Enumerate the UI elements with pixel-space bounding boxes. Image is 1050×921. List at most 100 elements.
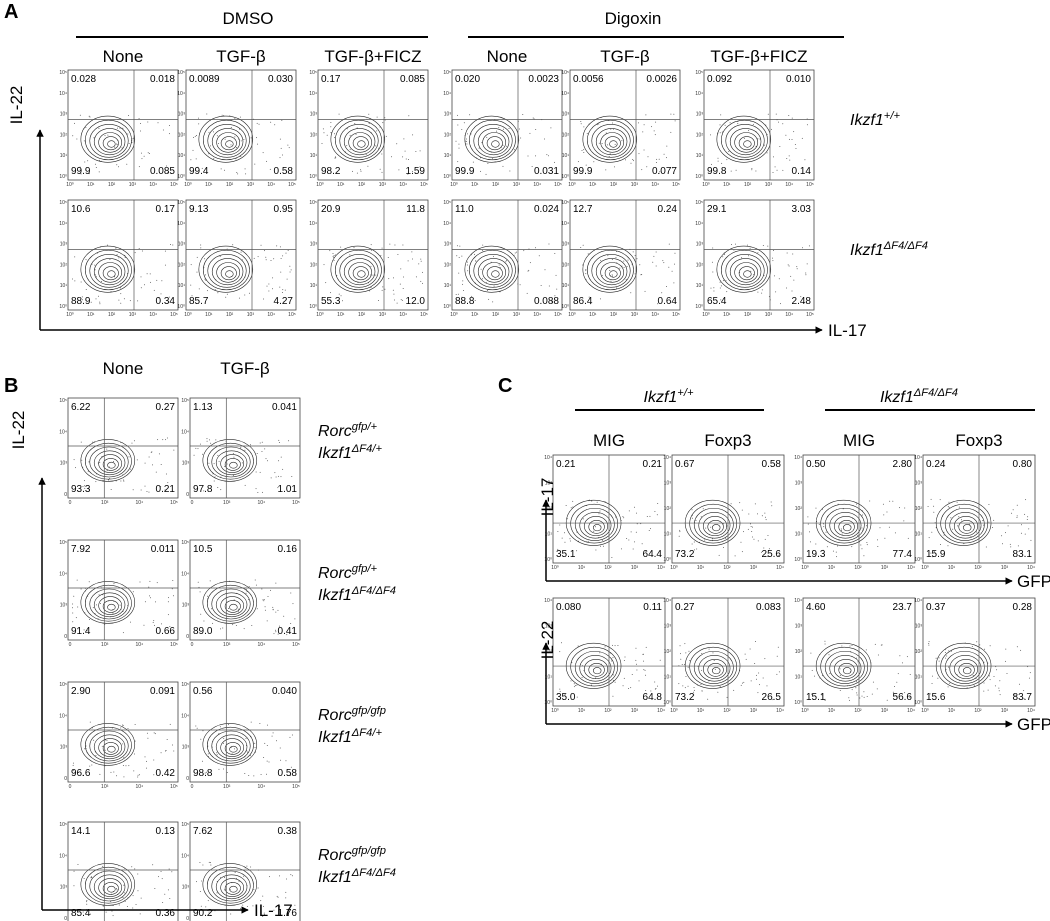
event-dot [206, 290, 208, 292]
event-dot [672, 167, 674, 169]
quadrant-value: 0.80 [1013, 459, 1033, 470]
event-dot [740, 257, 742, 259]
x-tick-label: 10⁴ [267, 182, 275, 188]
y-tick-label: 10³ [545, 624, 553, 630]
event-dot [481, 278, 483, 280]
event-dot [256, 137, 258, 139]
event-dot [388, 278, 390, 280]
contour [491, 140, 500, 148]
event-dot [859, 697, 861, 699]
event-dot [160, 752, 162, 754]
event-dot [461, 255, 463, 257]
event-dot [208, 439, 210, 441]
event-dot [458, 257, 460, 259]
event-dot [928, 537, 930, 539]
event-dot [751, 531, 753, 533]
event-dot [644, 669, 646, 671]
event-dot [998, 687, 1000, 689]
x-tick-label: 10² [108, 182, 116, 188]
event-dot [287, 249, 289, 251]
event-dot [829, 673, 831, 675]
event-dot [399, 283, 401, 285]
quadrant-value: 0.27 [675, 602, 695, 613]
event-dot [286, 634, 288, 636]
event-dot [586, 133, 588, 135]
event-dot [99, 462, 101, 464]
y-tick-label: 10⁵ [443, 70, 451, 76]
contour [93, 592, 126, 618]
event-dot [635, 647, 637, 649]
y-tick-label: 10³ [182, 745, 190, 751]
quadrant-value: 99.8 [707, 166, 727, 177]
y-tick-label: 10⁰ [544, 700, 552, 706]
plot-frame [67, 397, 179, 499]
event-dot [599, 652, 601, 654]
event-dot [1009, 543, 1011, 545]
event-dot [862, 514, 864, 516]
y-tick-label: 10⁴ [59, 429, 67, 435]
event-dot [531, 166, 533, 168]
event-dot [710, 287, 712, 289]
event-dot [1001, 535, 1003, 537]
y-tick-label: 10⁴ [181, 713, 189, 719]
event-dot [168, 124, 170, 126]
event-dot [712, 538, 714, 540]
event-dot [143, 624, 145, 626]
event-dot [208, 153, 210, 155]
quadrant-value: 2.90 [71, 686, 91, 697]
y-tick-label: 10⁰ [309, 174, 317, 180]
event-dot [294, 618, 296, 620]
y-tick-label: 10⁰ [177, 174, 185, 180]
event-dot [80, 281, 82, 283]
event-dot [124, 900, 126, 902]
event-dot [400, 299, 402, 301]
event-dot [474, 253, 476, 255]
event-dot [765, 519, 767, 521]
event-dot [135, 904, 137, 906]
quadrant-value: 1.59 [406, 166, 426, 177]
contour [215, 874, 248, 900]
event-dot [767, 555, 769, 557]
event-dot [280, 147, 282, 149]
event-dot [206, 113, 208, 115]
event-dot [665, 157, 667, 159]
contour [958, 663, 975, 677]
contour [211, 446, 251, 478]
event-dot [415, 276, 417, 278]
event-dot [289, 265, 291, 267]
quadrant-value: 88.9 [71, 296, 91, 307]
x-tick-label: 10⁰ [551, 708, 559, 714]
event-dot [866, 544, 868, 546]
event-dot [656, 158, 658, 160]
column-label: TGF-β+FICZ [324, 47, 421, 66]
x-tick-label: 10⁰ [551, 565, 559, 571]
x-tick-label: 10⁵ [420, 182, 428, 188]
contour [93, 128, 126, 156]
x-tick-label: 10² [610, 182, 618, 188]
quadrant-value: 0.17 [156, 204, 176, 215]
event-dot [674, 252, 676, 254]
event-dot [760, 551, 762, 553]
y-tick-label: 10⁴ [794, 598, 802, 604]
event-dot [1018, 683, 1020, 685]
event-dot [285, 878, 287, 880]
event-dot [480, 268, 482, 270]
contour [220, 738, 245, 757]
event-dot [143, 155, 145, 157]
event-dot [691, 509, 693, 511]
event-dot [204, 278, 206, 280]
axis-label: GFP [1017, 572, 1050, 591]
event-dot [279, 906, 281, 908]
event-dot [993, 676, 995, 678]
event-dot [153, 774, 155, 776]
event-dot [110, 771, 112, 773]
contour [224, 742, 241, 755]
event-dot [457, 161, 459, 163]
event-dot [643, 669, 645, 671]
event-dot [149, 580, 151, 582]
event-dot [215, 439, 217, 441]
x-tick-label: 10² [610, 312, 618, 318]
event-dot [774, 166, 776, 168]
x-tick-label: 10¹ [205, 312, 213, 318]
event-dot [134, 753, 136, 755]
